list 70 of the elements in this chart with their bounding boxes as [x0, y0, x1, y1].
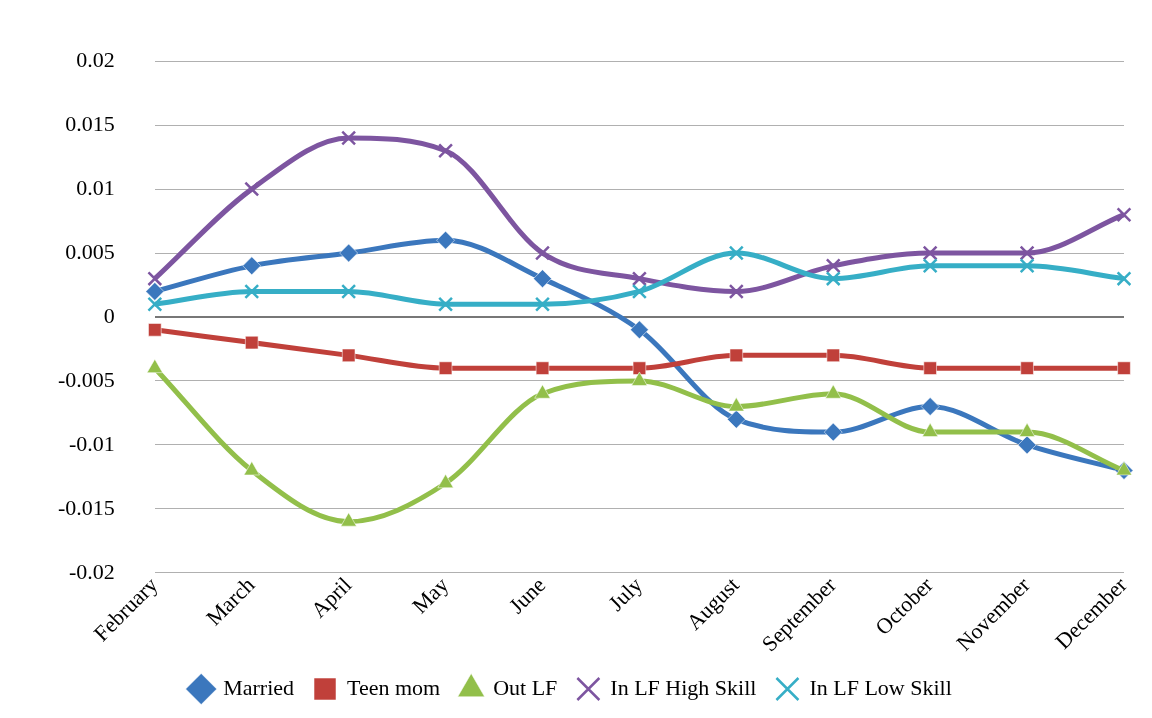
point	[1018, 422, 1036, 438]
point	[341, 130, 357, 146]
point	[920, 397, 940, 417]
point	[147, 271, 163, 287]
point	[631, 271, 648, 287]
point	[533, 269, 552, 289]
y-tick-label: -0.01	[69, 430, 115, 456]
point	[146, 358, 164, 374]
y-tick-label: 0.01	[76, 174, 115, 200]
point	[535, 361, 550, 376]
legend-label: In LF High Skill	[610, 674, 757, 700]
point	[922, 245, 938, 261]
point	[341, 348, 356, 363]
point	[242, 256, 262, 276]
x-tick-label: June	[503, 572, 551, 619]
point	[244, 283, 260, 300]
point	[1117, 361, 1131, 376]
point	[1116, 271, 1132, 287]
point	[339, 243, 359, 263]
y-tick-label: -0.005	[58, 366, 115, 392]
y-tick-label: 0	[103, 302, 115, 328]
y-tick-label: 0.005	[65, 238, 115, 264]
point	[1020, 361, 1034, 376]
point	[824, 384, 842, 399]
point	[825, 271, 841, 287]
point	[534, 296, 551, 312]
point	[728, 283, 744, 300]
point	[922, 258, 938, 274]
point	[632, 361, 647, 376]
point	[1116, 207, 1132, 223]
point	[923, 361, 938, 376]
point	[147, 296, 163, 312]
y-tick-label: -0.015	[58, 494, 115, 520]
point	[244, 181, 260, 197]
point	[825, 258, 841, 274]
point	[534, 384, 551, 399]
point	[728, 245, 744, 261]
legend-label: Married	[223, 674, 295, 700]
point	[629, 320, 649, 340]
point	[631, 371, 648, 386]
point	[921, 422, 939, 438]
point	[728, 397, 745, 412]
point	[826, 348, 841, 363]
point	[1019, 258, 1035, 274]
point	[145, 281, 165, 301]
point	[340, 512, 357, 527]
point	[534, 245, 551, 261]
point	[243, 460, 261, 476]
y-tick-label: 0.02	[76, 46, 115, 72]
point	[729, 348, 744, 363]
point	[437, 296, 454, 312]
point	[437, 473, 454, 489]
y-tick-label: -0.02	[69, 558, 115, 584]
legend-label: Teen mom	[347, 674, 441, 700]
point	[244, 335, 259, 350]
point	[823, 422, 843, 442]
point	[341, 283, 357, 300]
legend-label: Out LF	[493, 674, 558, 700]
point	[726, 409, 746, 429]
x-tick-label: May	[407, 572, 454, 619]
point	[1017, 435, 1037, 455]
point	[1019, 245, 1035, 261]
point	[436, 230, 456, 250]
legend-label: In LF Low Skill	[809, 674, 952, 700]
x-tick-label: July	[603, 572, 648, 616]
point	[438, 361, 453, 376]
y-tick-label: 0.015	[65, 110, 115, 136]
point	[147, 322, 162, 337]
point	[631, 283, 648, 300]
point	[437, 143, 454, 159]
